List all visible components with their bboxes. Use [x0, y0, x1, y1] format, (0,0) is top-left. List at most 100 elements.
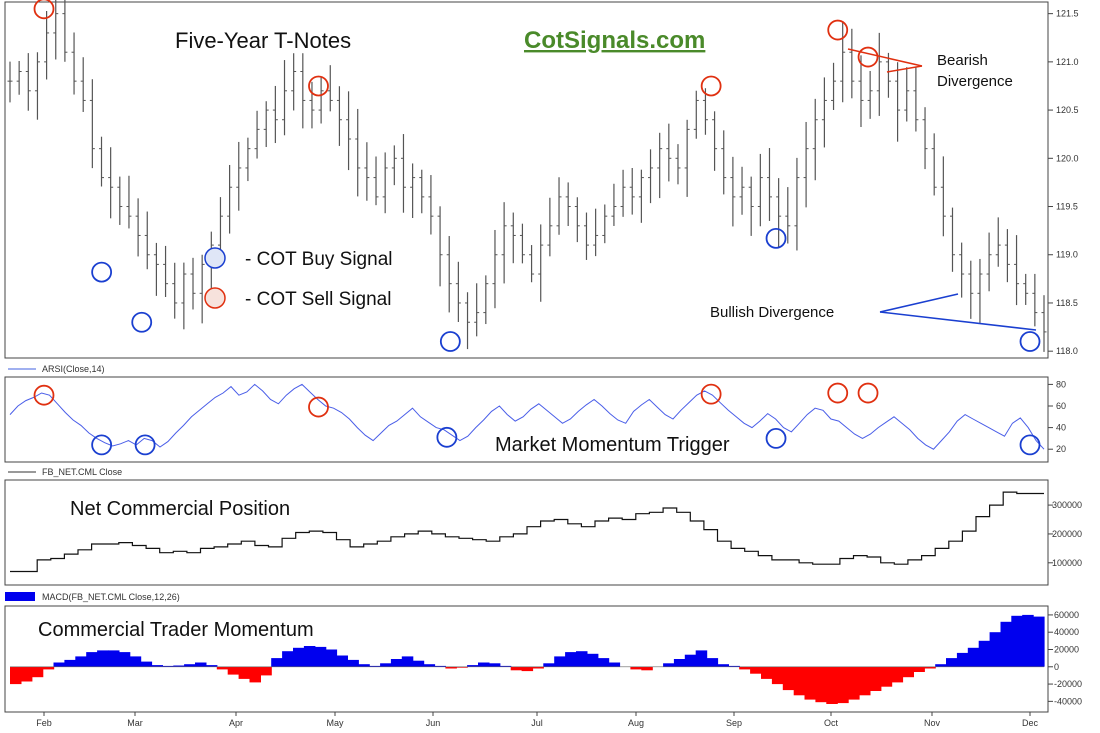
- macd-bar: [205, 665, 218, 667]
- macd-bar: [967, 647, 980, 667]
- bullish-pointer-1: [879, 293, 959, 313]
- x-tick-label: Jul: [531, 718, 543, 728]
- macd-bar: [695, 650, 708, 667]
- macd-bar: [129, 656, 142, 667]
- macd-bar: [717, 664, 729, 667]
- price-y-tick-label: 119.5: [1056, 202, 1078, 212]
- x-tick-label: Apr: [229, 718, 243, 728]
- macd-bar: [293, 647, 305, 667]
- macd-bar: [347, 659, 359, 667]
- net-series-label: FB_NET.CML Close: [42, 467, 122, 477]
- macd-bar: [782, 666, 795, 691]
- net-y-axis: 300000 200000 100000: [1048, 500, 1082, 568]
- legend-sell-marker: [204, 287, 226, 309]
- macd-bar: [195, 662, 207, 667]
- macd-bar: [859, 666, 871, 696]
- arsi-sell-signal: [857, 382, 879, 404]
- macd-panel-title: Commercial Trader Momentum: [38, 619, 314, 641]
- macd-bar: [20, 666, 33, 682]
- arsi-y-axis: 80 60 40 20: [1048, 379, 1066, 454]
- arsi-series-label: ARSI(Close,14): [42, 364, 105, 374]
- price-y-tick-label: 121.0: [1056, 57, 1079, 67]
- macd-bar: [771, 666, 784, 685]
- arsi-panel-frame: [4, 376, 1049, 463]
- macd-bar: [935, 664, 947, 667]
- macd-bar: [902, 666, 914, 678]
- macd-bar: [989, 632, 1002, 667]
- bullish-pointer-2: [879, 311, 1037, 331]
- price-buy-signal: [1019, 331, 1041, 352]
- arsi-buy-signal: [1019, 434, 1041, 456]
- arsi-buy-signal: [134, 434, 156, 456]
- arsi-sell-signal: [308, 396, 329, 418]
- macd-bar: [467, 665, 479, 667]
- macd-bar: [750, 666, 762, 674]
- price-y-axis: 121.5 121.0 120.5 120.0 119.5 119.0 118.5 118.0: [1048, 9, 1079, 356]
- macd-bar: [271, 658, 283, 667]
- bearish-pointer-1: [847, 48, 923, 67]
- macd-y-axis: 60000 40000 20000 0 -20000 -40000: [1048, 610, 1082, 706]
- x-tick-label: Aug: [628, 718, 644, 728]
- x-tick-label: Jun: [426, 718, 441, 728]
- macd-y-tick-label: 20000: [1054, 644, 1079, 654]
- macd-bar: [1011, 615, 1023, 667]
- macd-bar: [663, 663, 675, 667]
- macd-bar: [924, 666, 936, 669]
- price-y-tick-label: 118.5: [1056, 298, 1078, 308]
- price-panel-frame: [4, 1, 1049, 359]
- x-tick-label: May: [326, 718, 344, 728]
- arsi-y-tick-label: 20: [1056, 444, 1066, 454]
- chart-title: Five-Year T-Notes: [175, 28, 351, 53]
- legend-sell-label: - COT Sell Signal: [245, 289, 391, 310]
- macd-bar: [499, 665, 512, 667]
- arsi-y-tick-label: 40: [1056, 423, 1066, 433]
- macd-bar: [434, 665, 446, 667]
- macd-bar: [216, 666, 229, 670]
- macd-bar: [978, 640, 991, 667]
- arsi-sell-signal: [700, 383, 722, 405]
- macd-bar: [706, 658, 719, 667]
- net-y-tick-label: 300000: [1052, 500, 1082, 510]
- x-tick-label: Dec: [1022, 718, 1039, 728]
- macd-bar: [641, 666, 653, 671]
- macd-bar: [684, 654, 697, 667]
- macd-bar: [184, 664, 196, 667]
- macd-bar: [227, 666, 240, 675]
- macd-bar: [543, 663, 555, 667]
- macd-bar: [761, 666, 773, 679]
- net-y-tick-label: 200000: [1052, 529, 1082, 539]
- price-buy-signal: [91, 261, 113, 283]
- macd-series-label: MACD(FB_NET.CML Close,12,26): [42, 592, 180, 602]
- macd-bar: [423, 664, 436, 667]
- annotation-bullish: Bullish Divergence: [710, 304, 834, 321]
- macd-bar: [1033, 616, 1045, 667]
- net-position-line: [10, 491, 1044, 573]
- macd-bar: [390, 659, 403, 667]
- x-tick-label: Sep: [726, 718, 742, 728]
- macd-bar: [793, 666, 806, 696]
- macd-bar: [826, 666, 838, 704]
- macd-bar: [282, 651, 294, 667]
- x-tick-label: Mar: [127, 718, 143, 728]
- macd-bar: [554, 656, 566, 667]
- macd-bar: [260, 666, 272, 676]
- macd-y-tick-label: 40000: [1054, 627, 1079, 637]
- macd-bar: [249, 666, 261, 683]
- macd-panel-frame: [4, 605, 1049, 713]
- macd-bar: [86, 652, 98, 667]
- macd-bar: [1022, 614, 1034, 667]
- macd-y-tick-label: -40000: [1054, 696, 1082, 706]
- price-y-tick-label: 120.0: [1056, 153, 1079, 163]
- macd-bar: [815, 666, 827, 703]
- price-sell-signal: [827, 19, 849, 41]
- price-sell-signal: [308, 75, 329, 97]
- arsi-sell-signal: [827, 382, 849, 404]
- macd-bar: [630, 666, 642, 670]
- price-sell-signal: [33, 0, 55, 20]
- net-y-tick-label: 100000: [1052, 558, 1082, 568]
- macd-bar: [108, 650, 120, 667]
- macd-bar: [64, 659, 76, 667]
- macd-bar: [42, 666, 55, 670]
- macd-bar: [31, 666, 44, 678]
